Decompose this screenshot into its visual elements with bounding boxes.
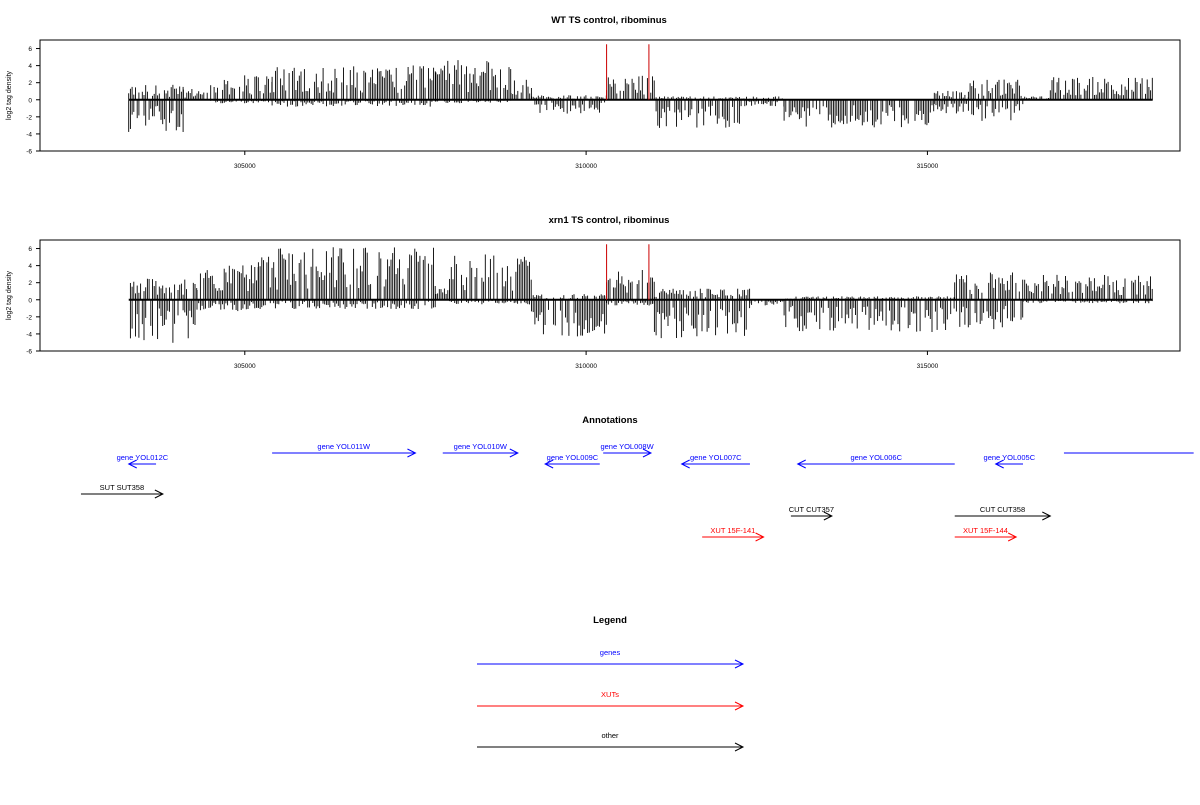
x-tick-label: 315000	[917, 363, 939, 370]
y-tick-label: 0	[28, 97, 32, 104]
x-tick-label: 315000	[917, 163, 939, 170]
feature-arrow-head	[680, 459, 690, 469]
legend-arrow-head	[734, 659, 745, 669]
feature-arrow-head	[642, 448, 653, 458]
legend-arrow-head	[734, 701, 745, 711]
feature-label: CUT CUT358	[980, 505, 1025, 514]
feature-label: gene YOL012C	[117, 453, 169, 462]
y-tick-label: -4	[26, 331, 32, 338]
legend-title: Legend	[593, 615, 627, 626]
feature-label: SUT SUT358	[100, 483, 144, 492]
feature-label: XUT 15F-144	[963, 526, 1008, 535]
y-tick-label: -2	[26, 314, 32, 321]
feature-arrow-head	[407, 448, 417, 458]
y-tick-label: 0	[28, 297, 32, 304]
x-tick-label: 305000	[234, 363, 256, 370]
feature-label: gene YOL009C	[547, 453, 599, 462]
feature-label: gene YOL006C	[850, 453, 902, 462]
panel-wt: WT TS control, ribominus log2 tag densit…	[6, 15, 1181, 170]
legend-label: other	[601, 731, 619, 740]
panel-xrn1: xrn1 TS control, ribominus log2 tag dens…	[6, 215, 1181, 370]
panel-title: WT TS control, ribominus	[551, 15, 667, 26]
axis-ticks: -6 -4 -2 0 2 4 6 305000 310000 315000	[26, 46, 938, 170]
feature-arrow-head	[544, 459, 554, 469]
feature-label: gene YOL005C	[984, 453, 1036, 462]
density-bars	[128, 244, 1153, 343]
y-tick-label: -2	[26, 114, 32, 121]
feature-label: gene YOL010W	[454, 442, 508, 451]
x-tick-label: 310000	[575, 163, 597, 170]
y-tick-label: 4	[28, 263, 32, 270]
feature-label: CUT CUT357	[789, 505, 834, 514]
y-tick-label: 6	[28, 246, 32, 253]
legend: Legend genes XUTs other	[477, 615, 745, 752]
feature-arrow-head	[1042, 511, 1052, 521]
feature-label: XUT 15F-141	[710, 526, 755, 535]
x-tick-label: 305000	[234, 163, 256, 170]
feature-arrow-head	[994, 459, 1004, 469]
y-axis-label: log2 tag density	[6, 70, 13, 120]
y-tick-label: 6	[28, 46, 32, 53]
legend-label: XUTs	[601, 690, 619, 699]
feature-arrow-head	[796, 459, 806, 469]
y-tick-label: -4	[26, 131, 32, 138]
x-tick-label: 310000	[575, 363, 597, 370]
annotations-title: Annotations	[582, 415, 637, 426]
feature-arrow-head	[509, 448, 519, 458]
y-tick-label: -6	[26, 349, 32, 356]
feature-arrows: gene YOL012C gene YOL011W gene YOL010W gene…	[80, 442, 1194, 542]
feature-arrow-head	[823, 511, 833, 521]
legend-arrow-head	[734, 742, 745, 752]
y-tick-label: -6	[26, 149, 32, 156]
feature-arrow-head	[755, 532, 765, 542]
y-tick-label: 2	[28, 280, 32, 287]
panel-title: xrn1 TS control, ribominus	[549, 215, 670, 226]
feature-label: gene YOL008W	[600, 442, 654, 451]
y-axis-label: log2 tag density	[6, 270, 13, 320]
feature-arrow-head	[127, 459, 137, 469]
legend-items: genes XUTs other	[477, 648, 745, 752]
y-tick-label: 2	[28, 80, 32, 87]
density-bars	[128, 44, 1153, 132]
feature-arrow-head	[154, 489, 164, 499]
y-tick-label: 4	[28, 63, 32, 70]
feature-label: gene YOL011W	[317, 442, 371, 451]
feature-label: gene YOL007C	[690, 453, 742, 462]
feature-arrow-head	[1007, 532, 1018, 542]
plot-frame	[39, 39, 1181, 152]
axis-ticks: -6 -4 -2 0 2 4 6 305000 310000 315000	[26, 246, 938, 370]
plot-frame	[39, 239, 1181, 352]
legend-label: genes	[600, 648, 621, 657]
